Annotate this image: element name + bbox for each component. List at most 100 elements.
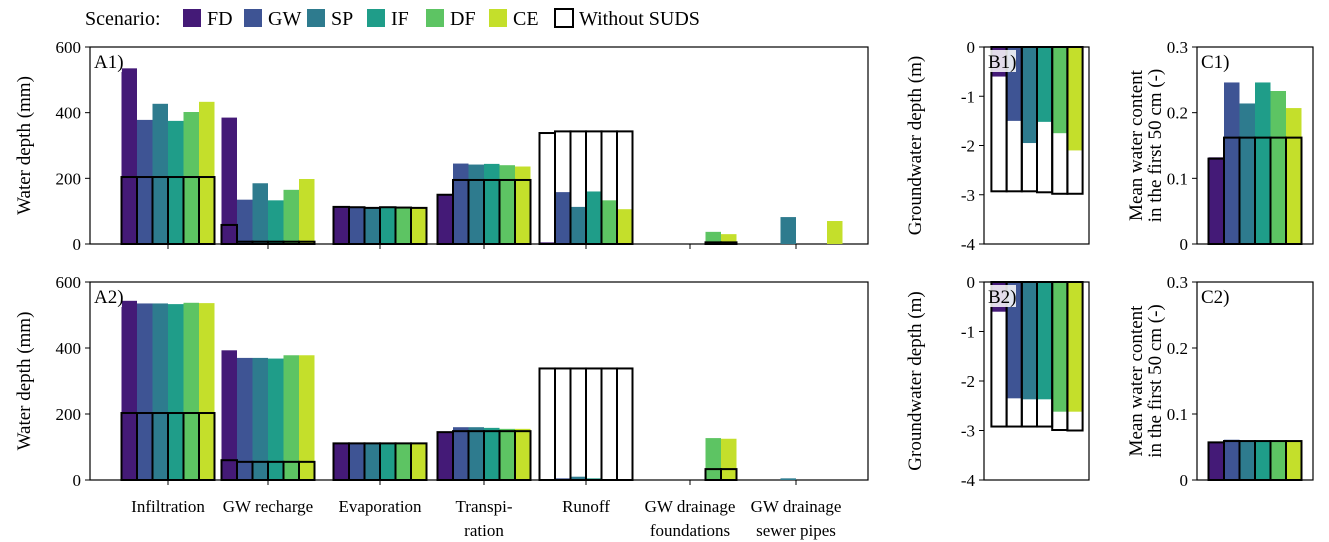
legend-swatch-without-suds <box>554 8 574 28</box>
bar-a2-if <box>168 304 184 480</box>
bar-a1-gw <box>453 163 469 244</box>
x-tick-label: Transpi- <box>456 497 513 516</box>
bar-a2-gw <box>349 443 365 480</box>
legend-label-gw: GW <box>268 8 301 30</box>
y-tick-label: 0 <box>967 38 976 57</box>
bar-without-suds <box>538 367 556 481</box>
bar-c1-ce <box>1286 108 1302 244</box>
bar-without-suds <box>1285 440 1303 481</box>
y-tick-label: -4 <box>961 235 976 254</box>
bar-c1-if <box>1255 82 1271 245</box>
bar-a1-ce <box>299 178 315 244</box>
y-tick-label: 0 <box>967 273 976 292</box>
bar-a2-ce <box>299 355 315 480</box>
y-tick-label: 400 <box>56 104 82 123</box>
panel-label-bg <box>986 50 1016 72</box>
panel-label: B2) <box>988 287 1017 308</box>
bar-a2-ce <box>411 443 427 480</box>
panel-b2: 0 -1 -2 -3 -4 Groundwater depth (m) B2) <box>905 273 1090 490</box>
bar-a2-fd <box>221 350 237 480</box>
y-axis-label: Groundwater depth (m) <box>905 56 926 235</box>
bar-a1-ce <box>617 209 633 244</box>
bar-c1-gw <box>1224 82 1240 245</box>
bar-a2-if <box>380 443 396 480</box>
bar-a1-df <box>705 231 721 244</box>
bar-c1-df <box>1270 90 1286 244</box>
y-tick-label: 0.2 <box>1167 339 1188 358</box>
x-tick-label: Runoff <box>562 497 610 516</box>
bar-without-suds <box>1285 136 1303 245</box>
legend-label-without-suds: Without SUDS <box>579 8 700 30</box>
panel-label-bg <box>1199 285 1229 307</box>
bar-without-suds <box>514 430 532 482</box>
bar-b1-df <box>1052 47 1068 134</box>
bar-without-suds <box>569 367 587 481</box>
y-tick-label: -1 <box>961 87 975 106</box>
legend-swatch-ce <box>489 9 507 27</box>
panel-label: C1) <box>1201 52 1230 73</box>
chart-panels: 0 200 400 600 Water depth (mm) A1) 0 200 400 600 W… <box>14 38 1314 540</box>
bar-a1-sp <box>252 183 268 244</box>
bar-a2-df <box>183 302 199 480</box>
panel-label: A1) <box>94 52 124 73</box>
bar-a1-df <box>601 200 617 244</box>
bar-c1-sp <box>1239 103 1255 245</box>
panel-label: C2) <box>1201 287 1230 308</box>
y-axis-label: Mean water content <box>1126 69 1147 221</box>
bar-a2-fd <box>333 443 349 480</box>
bar-a2-ce <box>721 438 737 480</box>
x-tick-label: GW drainage <box>645 497 736 516</box>
bar-b2-gw <box>1006 282 1022 399</box>
bar-a1-ce <box>721 234 737 244</box>
bar-c2-df <box>1270 441 1286 480</box>
legend-swatch-df <box>426 9 444 27</box>
bar-without-suds <box>220 223 238 245</box>
bar-without-suds <box>704 241 722 246</box>
bar-a2-gw <box>237 357 253 480</box>
bar-a2-gw <box>453 427 469 480</box>
y-tick-label: 0.2 <box>1167 104 1188 123</box>
bar-a2-sp <box>252 357 268 480</box>
bar-a1-ce <box>411 207 427 244</box>
bar-without-suds <box>585 367 603 481</box>
legend-label-sp: SP <box>331 8 353 30</box>
bar-without-suds <box>298 460 316 482</box>
bar-a1-gw <box>237 199 253 244</box>
bar-a2-ce <box>515 428 531 480</box>
legend-label-fd: FD <box>207 8 233 30</box>
legend-swatch-sp <box>307 9 325 27</box>
y-tick-label: -3 <box>961 422 975 441</box>
x-tick-label: GW drainage <box>751 497 842 516</box>
bar-a2-df <box>499 428 515 480</box>
bar-without-suds <box>616 367 634 481</box>
bar-a2-sp <box>364 443 380 480</box>
y-axis-label: in the first 50 cm (-) <box>1145 304 1166 458</box>
panel-a1: 0 200 400 600 Water depth (mm) A1) <box>14 38 869 254</box>
y-tick-label: 0 <box>1180 471 1189 490</box>
bar-a2-sp <box>152 303 168 480</box>
bar-a1-if <box>484 163 500 244</box>
bar-a2-df <box>705 438 721 480</box>
bar-a1-fd <box>333 206 349 244</box>
y-tick-label: -4 <box>961 471 976 490</box>
bar-a1-df <box>499 165 515 244</box>
x-tick-label: GW recharge <box>223 497 313 516</box>
bar-c2-gw <box>1224 439 1240 480</box>
bar-c2-if <box>1255 440 1271 480</box>
bar-b1-if <box>1037 47 1053 122</box>
bar-a2-ce <box>199 303 215 480</box>
bar-without-suds <box>298 240 316 245</box>
bar-a1-gw <box>349 207 365 244</box>
bar-c2-ce <box>1286 441 1302 480</box>
bar-a1-sp <box>468 164 484 244</box>
bar-a2-df <box>395 443 411 480</box>
bar-b2-if <box>1037 282 1053 400</box>
legend-title: Scenario: <box>85 8 161 30</box>
bar-a1-ce <box>827 221 843 244</box>
legend-label-df: DF <box>450 8 476 30</box>
y-tick-label: 200 <box>56 169 82 188</box>
panel-b1: 0 -1 -2 -3 -4 Groundwater depth (m) B1) <box>905 38 1090 254</box>
